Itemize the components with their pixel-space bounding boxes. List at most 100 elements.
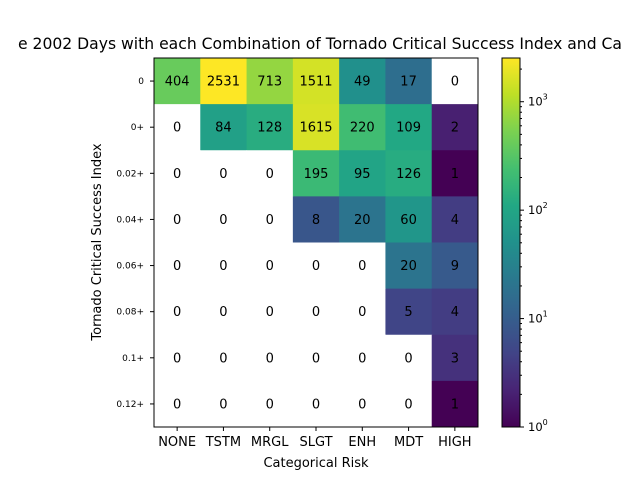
heatmap-cell xyxy=(292,334,340,382)
x-tick-label: NONE xyxy=(158,435,196,450)
heatmap-cell xyxy=(246,334,294,382)
cell-value-label: 0 xyxy=(173,167,181,182)
cell-value-label: 95 xyxy=(354,167,371,182)
heatmap-cell xyxy=(292,150,340,197)
cell-value-label: 195 xyxy=(304,167,329,182)
colorbar-tick-label: 103 xyxy=(528,93,548,109)
heatmap-cell xyxy=(339,380,386,428)
cell-value-label: 20 xyxy=(354,213,371,228)
cell-value-label: 1615 xyxy=(299,121,332,136)
cell-value-label: 109 xyxy=(396,121,421,136)
cell-value-label: 220 xyxy=(350,121,375,136)
cell-value-label: 0 xyxy=(173,121,181,136)
heatmap-cell xyxy=(431,334,479,382)
heatmap-cell xyxy=(292,104,340,151)
cell-value-label: 0 xyxy=(219,397,227,412)
cell-value-label: 0 xyxy=(173,213,181,228)
heatmap-cell xyxy=(385,196,433,243)
heatmap-cell xyxy=(154,104,201,151)
y-tick-label: 0.02+ xyxy=(116,169,144,179)
heatmap-cell xyxy=(246,380,294,428)
heatmap-cell xyxy=(431,196,479,243)
cell-value-label: 60 xyxy=(400,213,417,228)
x-tick-label: MRGL xyxy=(251,435,289,450)
heatmap-cell xyxy=(431,58,479,105)
heatmap-cell xyxy=(154,380,201,428)
heatmap-cell xyxy=(200,150,248,197)
heatmap-cell xyxy=(339,196,386,243)
heatmap-cell xyxy=(385,288,433,336)
cell-value-label: 0 xyxy=(358,259,366,274)
cell-value-label: 0 xyxy=(266,397,274,412)
cell-value-label: 4 xyxy=(451,213,459,228)
cell-value-label: 0 xyxy=(266,305,274,320)
heatmap-cell xyxy=(385,150,433,197)
cell-value-label: 0 xyxy=(312,397,320,412)
colorbar-tick-label: 101 xyxy=(528,310,548,326)
cell-value-label: 4 xyxy=(451,305,459,320)
cell-value-label: 0 xyxy=(358,397,366,412)
cell-value-label: 1511 xyxy=(299,75,332,90)
heatmap-cell xyxy=(200,380,248,428)
heatmap-cell xyxy=(339,334,386,382)
x-tick-label: HIGH xyxy=(438,435,471,450)
cell-value-label: 0 xyxy=(266,351,274,366)
cell-value-label: 0 xyxy=(173,397,181,412)
heatmap-cell xyxy=(339,288,386,336)
heatmap-cell xyxy=(246,58,294,105)
heatmap-cell xyxy=(246,104,294,151)
cell-value-label: 126 xyxy=(396,167,421,182)
heatmap-cell xyxy=(154,242,201,290)
cell-value-label: 0 xyxy=(451,75,459,90)
heatmap-cell xyxy=(292,380,340,428)
y-tick-label: 0.12+ xyxy=(116,400,144,410)
heatmap-cell xyxy=(200,58,248,105)
heatmap-cell xyxy=(246,242,294,290)
heatmap-cell xyxy=(385,104,433,151)
y-tick-label: 0 xyxy=(138,77,144,87)
cell-value-label: 0 xyxy=(219,259,227,274)
colorbar-ticks: 100 101 102 103 xyxy=(520,68,548,434)
heatmap-cell xyxy=(200,334,248,382)
y-axis-label: Tornado Critical Success Index xyxy=(90,143,105,342)
colorbar-tick-label: 100 xyxy=(528,418,548,434)
heatmap-cell xyxy=(385,380,433,428)
cell-value-label: 0 xyxy=(266,213,274,228)
heatmap-cell xyxy=(246,196,294,243)
x-axis-label: Categorical Risk xyxy=(263,456,369,471)
heatmap-cell xyxy=(431,288,479,336)
cell-value-label: 0 xyxy=(266,167,274,182)
cell-value-label: 49 xyxy=(354,75,371,90)
cell-value-label: 0 xyxy=(358,305,366,320)
x-tick-label: ENH xyxy=(348,435,376,450)
heatmap-cell xyxy=(339,104,386,151)
cell-value-label: 0 xyxy=(219,167,227,182)
heatmap-cell xyxy=(385,242,433,290)
heatmap-cell xyxy=(154,150,201,197)
cell-value-label: 0 xyxy=(312,351,320,366)
y-tick-label: 0.04+ xyxy=(116,215,144,225)
heatmap-cell xyxy=(200,288,248,336)
cell-value-label: 8 xyxy=(312,213,320,228)
heatmap-cell xyxy=(200,196,248,243)
cell-value-label: 0 xyxy=(404,351,412,366)
cell-value-label: 1 xyxy=(451,397,459,412)
y-tick-label: 0.08+ xyxy=(116,308,144,318)
cell-value-label: 128 xyxy=(257,121,282,136)
heatmap-cell xyxy=(339,58,386,105)
heatmap-cell xyxy=(385,334,433,382)
cell-value-label: 1 xyxy=(451,167,459,182)
cell-value-label: 0 xyxy=(173,305,181,320)
cell-value-label: 17 xyxy=(400,75,417,90)
heatmap-cell xyxy=(431,380,479,428)
heatmap-cell xyxy=(292,242,340,290)
heatmap-cell xyxy=(154,334,201,382)
x-tick-label: SLGT xyxy=(299,435,332,450)
cell-value-label: 9 xyxy=(451,259,459,274)
heatmap-cell xyxy=(292,196,340,243)
cell-value-label: 20 xyxy=(400,259,417,274)
cell-value-label: 5 xyxy=(404,305,412,320)
x-tick-label: MDT xyxy=(394,435,423,450)
